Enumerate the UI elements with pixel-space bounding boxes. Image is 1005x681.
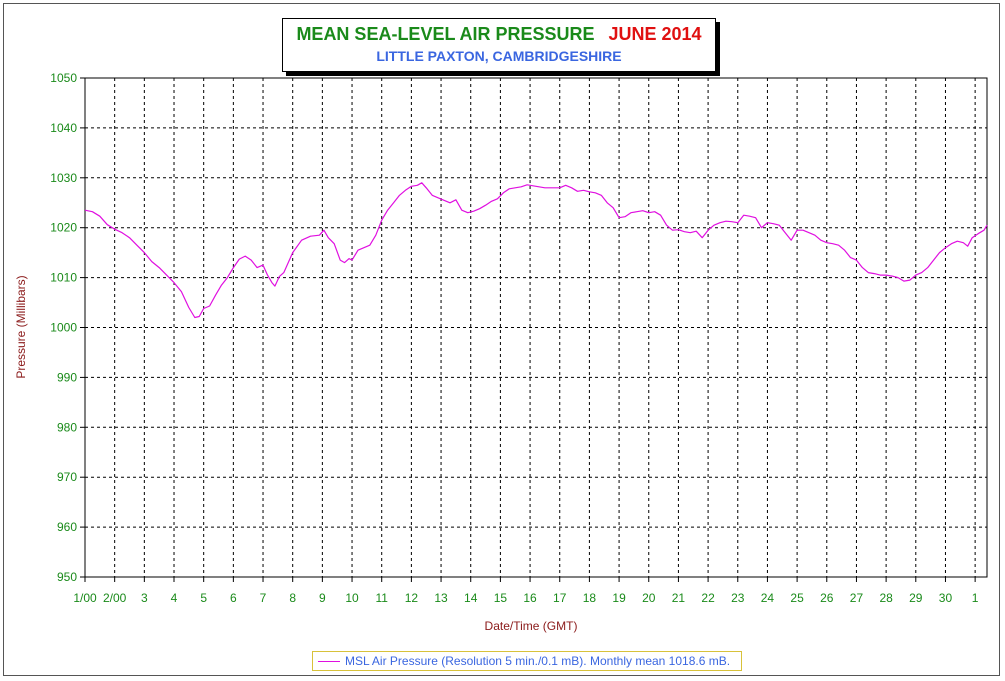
y-tick-label: 1010 [50,271,77,285]
x-tick-label: 20 [642,591,656,605]
y-tick-label: 1040 [50,121,77,135]
y-tick-label: 970 [57,470,77,484]
x-tick-label: 22 [701,591,715,605]
legend-swatch [318,661,340,662]
x-tick-label: 5 [200,591,207,605]
series-line-msl-pressure [84,182,988,319]
x-tick-label: 2/00 [103,591,127,605]
y-tick-label: 1030 [50,171,77,185]
x-tick-label: 1 [972,591,979,605]
y-tick-labels: 950 960 970 980 990 1000 1010 1020 1030 1040 1050 [50,71,77,584]
chart-title-main: MEAN SEA-LEVEL AIR PRESSURE [296,24,595,44]
x-tick-labels: 1/00 2/00 3 4 5 6 7 8 9 10 11 12 13 14 15 16 17 18 19 20 21 2… [73,591,978,605]
x-tick-label: 23 [731,591,745,605]
y-tick-label: 990 [57,370,77,384]
y-axis-label: Pressure (Millibars) [14,275,28,378]
grid-lines [85,78,987,577]
x-tick-label: 28 [879,591,893,605]
x-tick-label: 17 [553,591,567,605]
x-tick-label: 11 [375,591,388,605]
x-tick-label: 9 [319,591,326,605]
axes [80,77,988,582]
y-tick-label: 960 [57,520,77,534]
x-tick-label: 3 [141,591,148,605]
y-tick-label: 950 [57,570,77,584]
x-tick-label: 18 [583,591,597,605]
y-tick-label: 1020 [50,221,77,235]
x-tick-label: 29 [909,591,923,605]
x-tick-label: 12 [405,591,419,605]
plot-area-border [84,77,988,578]
x-tick-label: 19 [612,591,626,605]
x-tick-label: 10 [345,591,359,605]
chart-subtitle: LITTLE PAXTON, CAMBRIDGESHIRE [376,48,622,64]
x-tick-label: 8 [289,591,296,605]
x-tick-label: 14 [464,591,478,605]
x-tick-label: 24 [761,591,775,605]
x-tick-label: 30 [939,591,953,605]
chart-frame [3,3,1000,676]
y-tick-label: 980 [57,420,77,434]
x-tick-label: 16 [523,591,537,605]
y-tick-label: 1000 [50,321,77,335]
x-tick-label: 25 [790,591,804,605]
x-axis-label: Date/Time (GMT) [485,619,578,633]
chart-title-month: JUNE 2014 [608,24,702,44]
x-tick-label: 13 [434,591,448,605]
chart-title: MEAN SEA-LEVEL AIR PRESSURE JUNE 2014 [283,24,715,45]
x-tick-label: 4 [171,591,178,605]
x-tick-label: 27 [850,591,864,605]
x-tick-label: 15 [494,591,508,605]
x-tick-label: 7 [260,591,267,605]
legend: MSL Air Pressure (Resolution 5 min./0.1 … [312,651,742,671]
x-tick-label: 26 [820,591,834,605]
series-layer [84,182,988,319]
legend-label: MSL Air Pressure (Resolution 5 min./0.1 … [345,654,731,668]
y-tick-label: 1050 [50,71,77,85]
x-tick-label: 21 [672,591,686,605]
x-tick-label: 1/00 [73,591,97,605]
chart-title-box: MEAN SEA-LEVEL AIR PRESSURE JUNE 2014 LIT… [282,18,716,72]
x-tick-label: 6 [230,591,237,605]
